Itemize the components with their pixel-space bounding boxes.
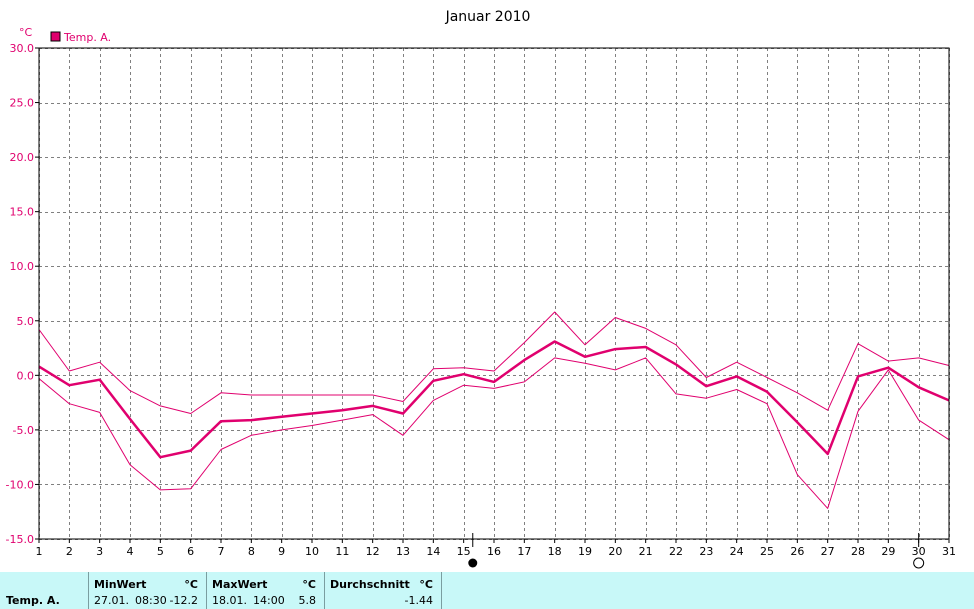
divider <box>88 572 89 609</box>
y-tick-label: 25.0 <box>10 97 35 110</box>
min-time: 08:30 <box>135 594 167 607</box>
max-time: 14:00 <box>253 594 285 607</box>
max-header: MaxWert <box>212 578 268 591</box>
row-label: Temp. A. <box>6 594 60 607</box>
min-date: 27.01. <box>94 594 129 607</box>
min-header: MinWert <box>94 578 147 591</box>
x-tick-label: 14 <box>426 545 440 558</box>
x-tick-label: 8 <box>248 545 255 558</box>
min-cell: MinWert °C 27.01. 08:30 -12.2 <box>89 572 206 609</box>
divider <box>324 572 325 609</box>
x-tick-label: 5 <box>157 545 164 558</box>
y-tick-label: 10.0 <box>10 260 35 273</box>
x-tick-label: 31 <box>942 545 956 558</box>
x-tick-label: 18 <box>548 545 562 558</box>
legend-label: Temp. A. <box>63 31 111 44</box>
y-axis-ticks: 30.0 25.0 20.0 15.0 10.0 5.0 0.0 -5.0 -10.0 -15.0 <box>6 42 39 546</box>
statistics-bar: Temp. A. MinWert °C 27.01. 08:30 -12.2 M… <box>0 572 974 609</box>
x-tick-label: 10 <box>305 545 319 558</box>
x-tick-label: 4 <box>127 545 134 558</box>
x-tick-label: 7 <box>218 545 225 558</box>
y-tick-label: 5.0 <box>17 315 35 328</box>
x-tick-label: 17 <box>517 545 531 558</box>
x-tick-label: 12 <box>366 545 380 558</box>
x-tick-label: 24 <box>730 545 744 558</box>
series-line-max <box>38 311 950 414</box>
x-tick-label: 26 <box>790 545 804 558</box>
y-tick-label: 15.0 <box>10 206 35 219</box>
x-tick-label: 27 <box>821 545 835 558</box>
avg-cell: Durchschnitt °C -1.44 <box>325 572 441 609</box>
x-tick-label: 25 <box>760 545 774 558</box>
x-tick-label: 11 <box>335 545 349 558</box>
avg-unit: °C <box>419 578 433 591</box>
y-tick-label: 0.0 <box>17 369 35 382</box>
x-axis-ticks: 1 2 3 4 5 6 7 8 9 10 11 12 13 14 15 16 17 18 19 20 21 22 23 24 2… <box>36 539 956 558</box>
x-tick-label: 29 <box>881 545 895 558</box>
max-value: 5.8 <box>298 594 317 607</box>
x-tick-label: 2 <box>66 545 73 558</box>
y-tick-label: 30.0 <box>10 42 35 55</box>
x-tick-label: 9 <box>278 545 285 558</box>
x-tick-label: 21 <box>639 545 653 558</box>
divider <box>441 572 442 609</box>
plot-border <box>38 47 950 540</box>
divider <box>206 572 207 609</box>
x-tick-label: 3 <box>96 545 103 558</box>
min-value: -12.2 <box>169 594 198 607</box>
time-markers <box>468 533 925 569</box>
x-tick-label: 16 <box>487 545 501 558</box>
x-tick-label: 6 <box>187 545 194 558</box>
series-line-min <box>38 357 950 509</box>
x-tick-label: 13 <box>396 545 410 558</box>
legend-swatch <box>50 31 61 42</box>
filled-circle-marker <box>468 558 478 568</box>
y-axis-unit: °C <box>19 26 33 39</box>
y-tick-label: -15.0 <box>6 533 34 546</box>
y-tick-label: -5.0 <box>13 424 34 437</box>
chart-title: Januar 2010 <box>445 9 531 25</box>
max-cell: MaxWert °C 18.01. 14:00 5.8 <box>207 572 324 609</box>
x-tick-label: 1 <box>36 545 43 558</box>
x-tick-label: 15 <box>457 545 471 558</box>
open-circle-marker <box>913 557 925 569</box>
x-tick-label: 30 <box>912 545 926 558</box>
x-tick-label: 22 <box>669 545 683 558</box>
y-tick-label: -10.0 <box>6 478 34 491</box>
min-unit: °C <box>184 578 198 591</box>
max-date: 18.01. <box>212 594 247 607</box>
series-lines <box>38 311 950 509</box>
row-label-cell: Temp. A. <box>0 572 88 609</box>
temperature-chart: 30.0 25.0 20.0 15.0 10.0 5.0 0.0 -5.0 -10.0 -15.0… <box>6 9 956 569</box>
x-tick-label: 20 <box>608 545 622 558</box>
y-tick-label: 20.0 <box>10 151 35 164</box>
x-tick-label: 28 <box>851 545 865 558</box>
avg-value: -1.44 <box>404 594 433 607</box>
max-unit: °C <box>302 578 316 591</box>
avg-header: Durchschnitt <box>330 578 410 591</box>
x-tick-label: 23 <box>699 545 713 558</box>
series-line-mean <box>38 340 950 459</box>
x-tick-label: 19 <box>578 545 592 558</box>
